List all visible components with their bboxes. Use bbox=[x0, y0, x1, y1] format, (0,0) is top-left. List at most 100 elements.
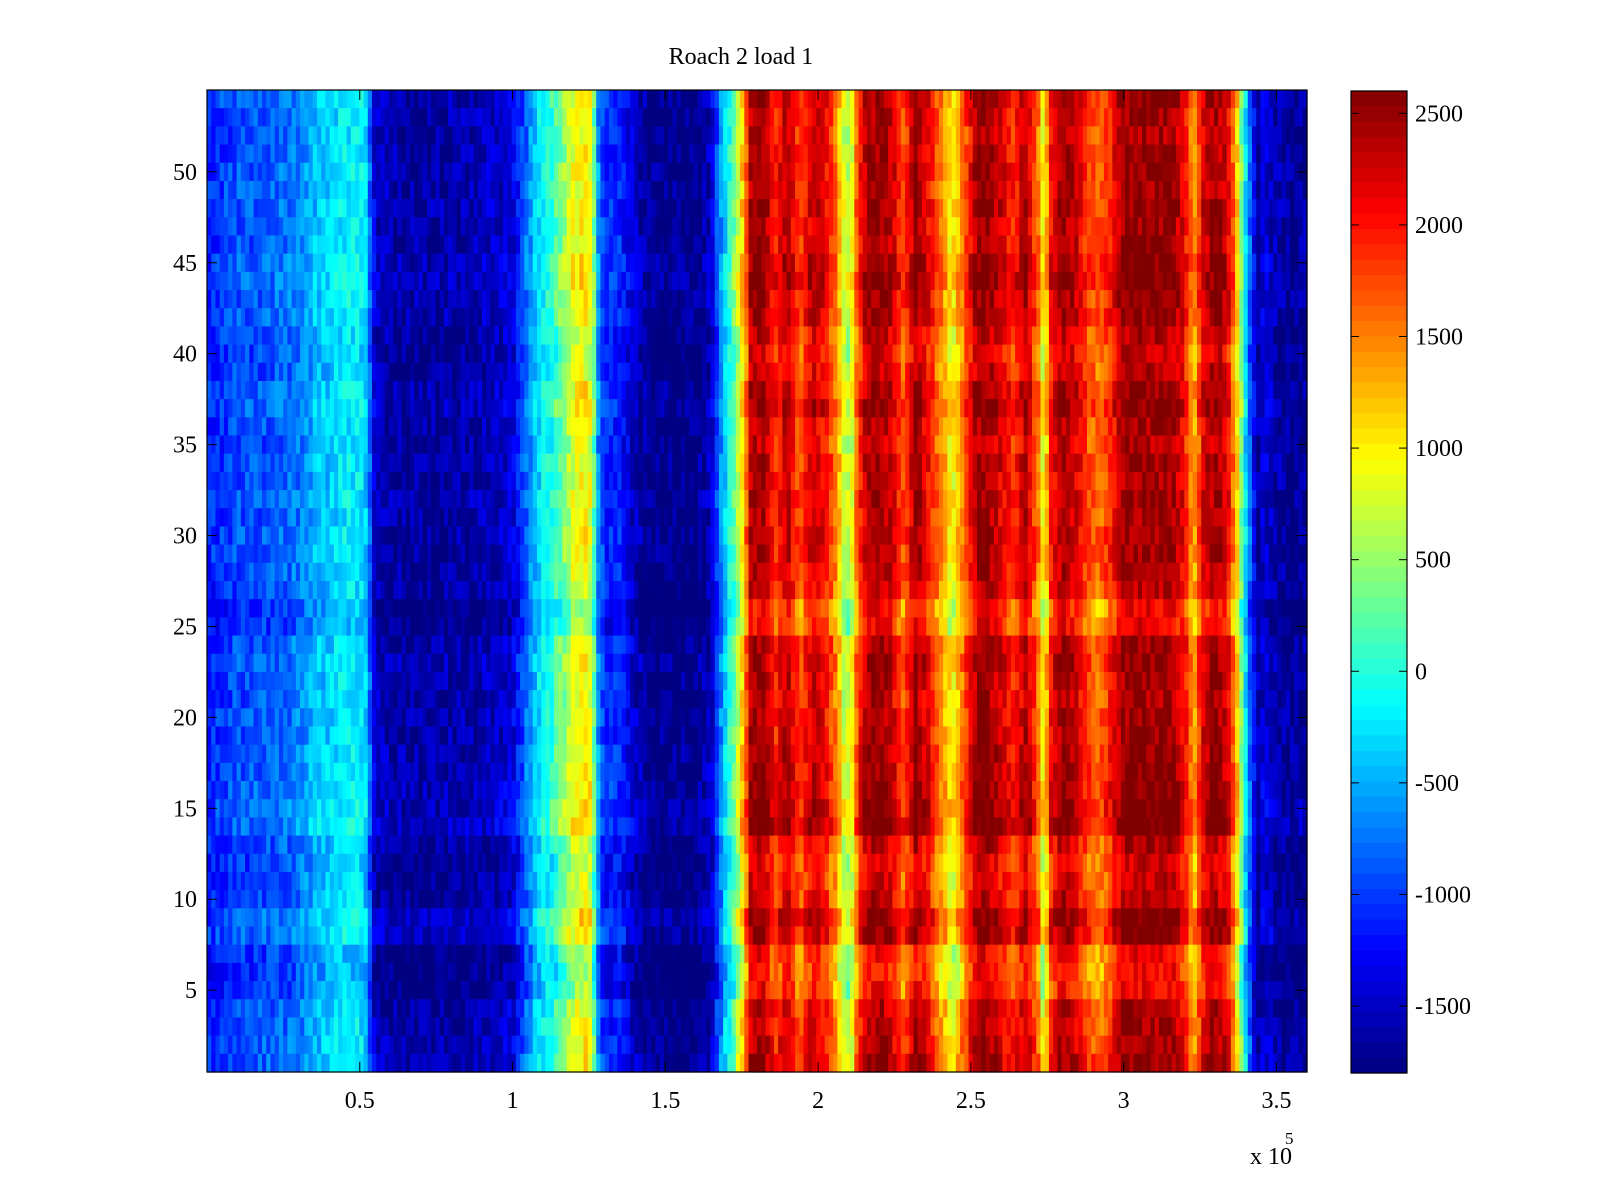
heatmap-cell bbox=[922, 180, 927, 200]
heatmap-cell bbox=[727, 108, 733, 127]
heatmap-cell bbox=[1078, 380, 1084, 400]
heatmap-cell bbox=[397, 417, 403, 437]
heatmap-cell bbox=[317, 90, 322, 109]
heatmap-cell bbox=[1252, 253, 1257, 273]
heatmap-cell bbox=[790, 180, 796, 200]
heatmap-cell bbox=[723, 126, 728, 146]
heatmap-cell bbox=[1053, 380, 1058, 400]
heatmap-cell bbox=[731, 344, 737, 364]
heatmap-cell bbox=[1167, 90, 1173, 109]
heatmap-cell bbox=[858, 126, 864, 146]
heatmap-cell bbox=[909, 126, 915, 146]
heatmap-cell bbox=[1137, 108, 1143, 127]
heatmap-cell bbox=[266, 271, 272, 291]
heatmap-cell bbox=[566, 162, 572, 182]
heatmap-cell bbox=[905, 199, 910, 218]
heatmap-cell bbox=[494, 162, 500, 182]
heatmap-cell bbox=[291, 308, 297, 328]
heatmap-cell bbox=[257, 271, 263, 291]
heatmap-cell bbox=[325, 399, 331, 418]
heatmap-cell bbox=[1040, 235, 1046, 255]
heatmap-cell bbox=[1036, 144, 1042, 164]
heatmap-cell bbox=[799, 108, 805, 127]
heatmap-cell bbox=[1006, 253, 1012, 273]
heatmap-cell bbox=[981, 235, 987, 255]
heatmap-cell bbox=[858, 217, 864, 237]
heatmap-cell bbox=[592, 290, 597, 309]
heatmap-cell bbox=[782, 162, 788, 182]
heatmap-cell bbox=[240, 399, 246, 418]
heatmap-cell bbox=[448, 417, 453, 437]
heatmap-cell bbox=[359, 162, 365, 182]
heatmap-cell bbox=[1091, 417, 1097, 437]
heatmap-cell bbox=[1002, 326, 1008, 346]
heatmap-cell bbox=[1213, 344, 1219, 364]
heatmap-cell bbox=[532, 217, 538, 237]
heatmap-cell bbox=[862, 344, 868, 364]
heatmap-cell bbox=[773, 290, 779, 309]
heatmap-cell bbox=[989, 162, 995, 182]
heatmap-cell bbox=[566, 326, 572, 346]
heatmap-cell bbox=[1188, 235, 1194, 255]
heatmap-cell bbox=[1243, 253, 1249, 273]
heatmap-cell bbox=[405, 108, 411, 127]
heatmap-cell bbox=[744, 90, 750, 109]
heatmap-cell bbox=[900, 308, 906, 328]
heatmap-cell bbox=[350, 362, 356, 382]
heatmap-cell bbox=[460, 290, 466, 309]
heatmap-cell bbox=[812, 362, 817, 382]
heatmap-cell bbox=[782, 235, 788, 255]
heatmap-cell bbox=[1015, 326, 1020, 346]
heatmap-cell bbox=[486, 308, 492, 328]
heatmap-cell bbox=[955, 90, 961, 109]
heatmap-cell bbox=[553, 362, 559, 382]
heatmap-cell bbox=[617, 180, 623, 200]
heatmap-cell bbox=[219, 326, 225, 346]
heatmap-cell bbox=[862, 326, 868, 346]
heatmap-cell bbox=[676, 271, 682, 291]
heatmap-cell bbox=[575, 180, 580, 200]
heatmap-cell bbox=[824, 326, 830, 346]
heatmap-cell bbox=[1252, 362, 1257, 382]
heatmap-cell bbox=[435, 344, 441, 364]
heatmap-cell bbox=[1158, 144, 1164, 164]
heatmap-cell bbox=[773, 108, 779, 127]
heatmap-cell bbox=[278, 308, 284, 328]
heatmap-cell bbox=[833, 199, 838, 218]
heatmap-cell bbox=[511, 362, 517, 382]
heatmap-cell bbox=[630, 399, 635, 418]
heatmap-cell bbox=[1010, 417, 1016, 437]
heatmap-cell bbox=[1197, 90, 1202, 109]
heatmap-cell bbox=[338, 308, 343, 328]
heatmap-cell bbox=[1256, 126, 1262, 146]
heatmap-cell bbox=[249, 271, 255, 291]
heatmap-cell bbox=[321, 308, 327, 328]
heatmap-cell bbox=[482, 362, 487, 382]
heatmap-cell bbox=[596, 126, 602, 146]
heatmap-cell bbox=[410, 144, 415, 164]
heatmap-cell bbox=[553, 235, 559, 255]
heatmap-cell bbox=[1260, 180, 1266, 200]
heatmap-cell bbox=[702, 253, 707, 273]
heatmap-cell bbox=[816, 362, 822, 382]
heatmap-cell bbox=[960, 199, 965, 218]
heatmap-cell bbox=[1057, 199, 1063, 218]
heatmap-cell bbox=[896, 180, 902, 200]
heatmap-cell bbox=[427, 362, 432, 382]
heatmap-cell bbox=[706, 399, 712, 418]
heatmap-cell bbox=[765, 344, 771, 364]
heatmap-cell bbox=[1032, 399, 1037, 418]
heatmap-cell bbox=[1222, 362, 1228, 382]
heatmap-cell bbox=[1222, 290, 1228, 309]
heatmap-cell bbox=[1222, 90, 1228, 109]
heatmap-cell bbox=[1167, 417, 1173, 437]
heatmap-cell bbox=[642, 90, 648, 109]
heatmap-cell bbox=[934, 271, 940, 291]
heatmap-cell bbox=[532, 399, 538, 418]
heatmap-cell bbox=[905, 162, 910, 182]
heatmap-cell bbox=[545, 126, 551, 146]
heatmap-cell bbox=[977, 290, 982, 309]
heatmap-cell bbox=[1213, 199, 1219, 218]
heatmap-cell bbox=[393, 108, 398, 127]
heatmap-cell bbox=[401, 162, 407, 182]
